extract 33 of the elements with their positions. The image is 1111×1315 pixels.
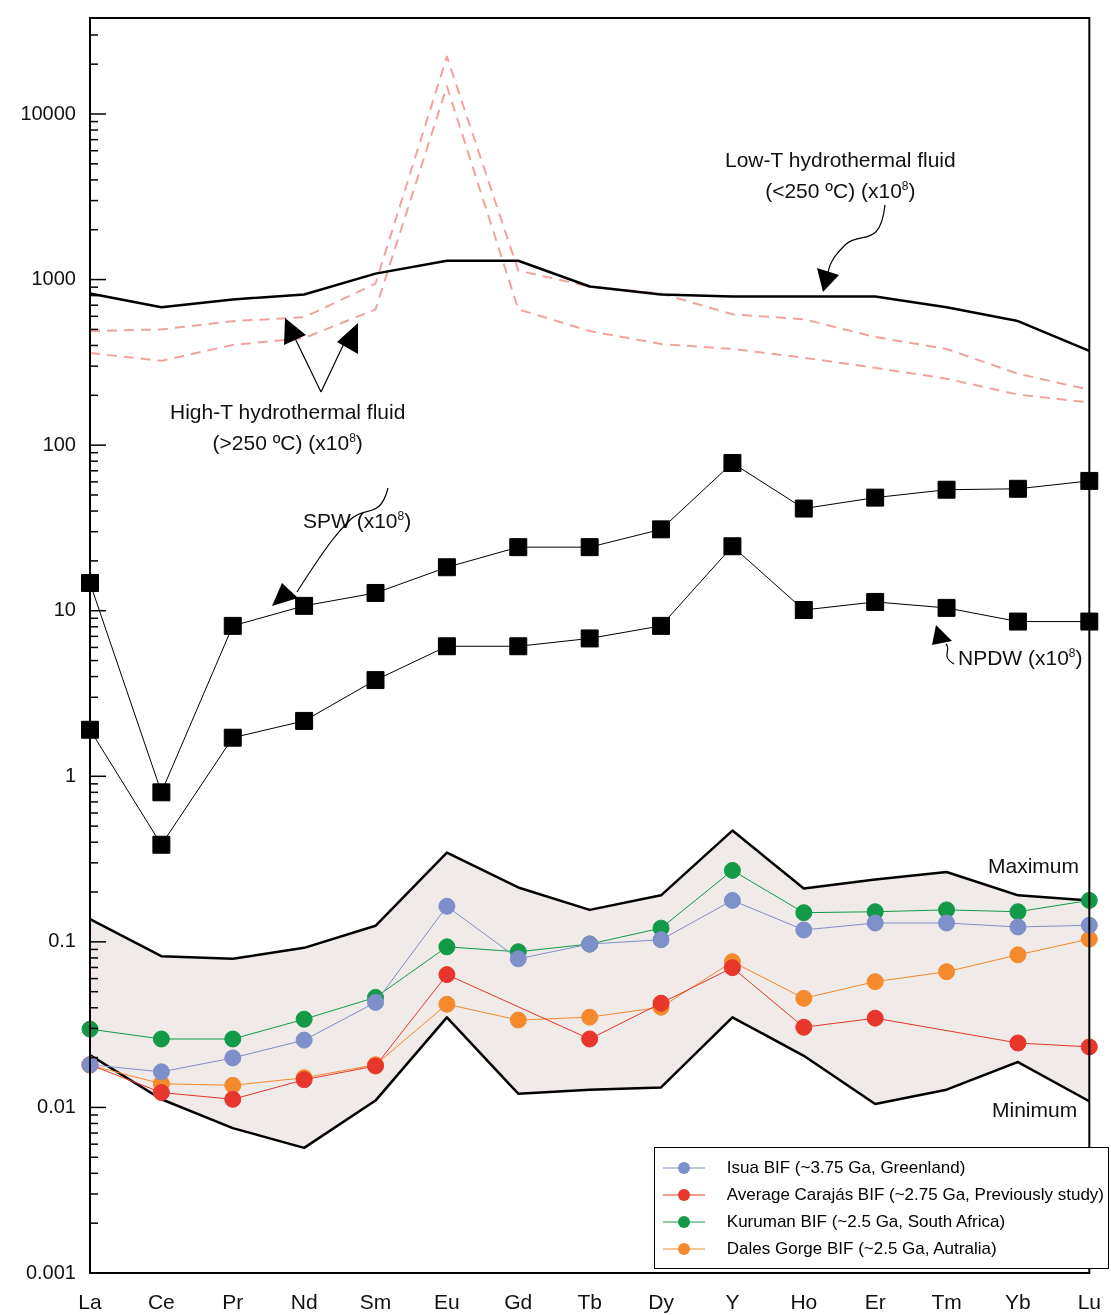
y-tick-label: 0.1 (48, 929, 76, 952)
x-tick-label: Lu (1077, 1290, 1101, 1314)
x-tick-label: La (78, 1290, 102, 1314)
x-tick-label: Tm (931, 1290, 962, 1314)
y-tick-label: 1 (64, 763, 76, 786)
x-tick-label: Dy (648, 1290, 675, 1314)
y-tick-label: 10000 (20, 101, 76, 124)
legend-label: Dales Gorge BIF (~2.5 Ga, Autralia) (726, 1238, 997, 1259)
y-tick-label: 1000 (31, 267, 76, 290)
y-tick-label: 0.01 (37, 1094, 76, 1117)
legend-label: Average Carajás BIF (~2.75 Ga, Previously study) (726, 1184, 1104, 1205)
y-tick-label: 10 (53, 598, 76, 621)
x-tick-label: Er (864, 1290, 886, 1314)
legend-label: Kuruman BIF (~2.5 Ga, South Africa) (726, 1211, 1006, 1232)
x-tick-label: Y (725, 1290, 740, 1314)
series-label: Maximum (988, 853, 1080, 879)
x-tick-label: Ce (147, 1290, 175, 1314)
text: High-T hydrothermal fluid (>250 ºC) (x10$^{8}$) (170, 399, 406, 456)
x-tick-label: Sm (359, 1290, 392, 1314)
y-tick-label: 100 (42, 432, 76, 455)
legend-label: Isua BIF (~3.75 Ga, Greenland) (726, 1157, 966, 1178)
x-tick-label: Nd (290, 1290, 318, 1314)
series-label: SPW (x10$^{8}$) (303, 508, 412, 534)
series-label: Minimum (992, 1097, 1078, 1123)
x-tick-label: Pr (222, 1290, 244, 1314)
legend-label: NPDW (x10$^{8}$) (958, 645, 1083, 671)
x-tick-label: Eu (434, 1290, 460, 1314)
x-tick-label: Tb (577, 1290, 602, 1314)
x-tick-label: Gd (504, 1290, 533, 1314)
text: Low-T hydrothermal fluid (<250 ºC) (x10$^{8}$) (725, 147, 956, 204)
x-tick-label: Yb (1005, 1290, 1031, 1314)
x-tick-label: Ho (790, 1290, 818, 1314)
y-tick-label: 0.001 (25, 1260, 76, 1283)
